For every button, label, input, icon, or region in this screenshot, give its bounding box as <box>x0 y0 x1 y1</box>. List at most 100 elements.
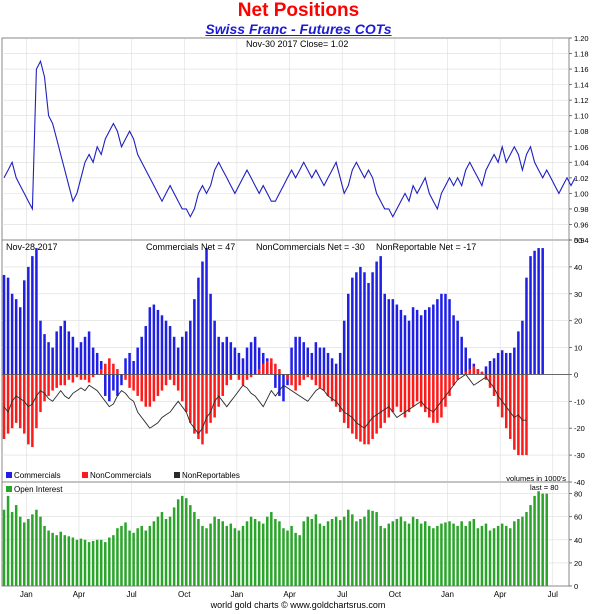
open-interest-bar <box>363 516 366 586</box>
noncommercials-bar <box>108 358 111 375</box>
commercials-bar <box>444 293 447 375</box>
commercials-bar <box>525 277 528 375</box>
commercials-bar <box>411 307 415 375</box>
commercials-bar <box>302 342 305 375</box>
commercials-bar <box>282 374 285 402</box>
noncommercials-bar <box>185 374 188 413</box>
y-tick-label: 1.02 <box>574 174 589 183</box>
open-interest-bar <box>237 530 241 586</box>
noncommercials-bar <box>91 374 95 378</box>
commercials-bar <box>359 266 362 375</box>
noncommercials-bar <box>480 371 484 375</box>
price-info: Nov-30 2017 Close= 1.02 <box>246 39 348 49</box>
y-tick-label: 0 <box>574 370 578 379</box>
noncommercials-bar <box>75 374 79 378</box>
legend-commercials-swatch <box>6 472 12 478</box>
noncommercials-bar <box>104 363 107 375</box>
commercials-bar <box>318 347 322 375</box>
noncommercials-bar <box>314 374 318 386</box>
open-interest-bar <box>306 516 310 586</box>
commercials-bar <box>415 309 419 375</box>
open-interest-bar <box>63 535 67 586</box>
commercials-bar <box>233 347 237 375</box>
commercials-bar <box>509 352 512 375</box>
open-interest-bar <box>104 542 107 586</box>
open-interest-bar <box>488 530 492 586</box>
noncommercials-bar <box>112 363 115 375</box>
commercials-bar <box>456 320 459 375</box>
noncommercials-bar <box>140 374 143 402</box>
open-interest-bar <box>55 535 58 586</box>
open-interest-bar <box>436 525 439 586</box>
noncommercials-bar <box>229 374 233 380</box>
open-interest-bar <box>217 518 220 586</box>
commercials-bar <box>6 277 10 375</box>
noncommercials-bar <box>245 374 249 380</box>
commercials-bar <box>91 347 95 375</box>
commercials-bar <box>108 374 111 402</box>
price-line <box>3 59 576 218</box>
open-interest-bar <box>480 525 484 586</box>
noncommercials-bar <box>59 374 62 386</box>
y-tick-label: 30 <box>574 290 582 299</box>
noncommercials-bar <box>306 374 310 378</box>
commercials-bar <box>217 336 220 375</box>
noncommercials-bar <box>148 374 152 407</box>
y-tick-label: 1.06 <box>574 143 589 152</box>
noncommercials-bar <box>415 374 419 402</box>
legend-open-interest-swatch <box>6 486 12 492</box>
commercials-bar <box>87 331 91 375</box>
open-interest-bar <box>221 521 224 586</box>
commercials-bar <box>27 266 30 375</box>
commercials-bar <box>399 309 403 375</box>
noncommercials-bar <box>391 374 395 413</box>
open-interest-bar <box>95 539 99 586</box>
noncommercials-bar <box>403 374 407 418</box>
commercials-bar <box>423 309 427 375</box>
noncommercials-bar <box>51 374 54 391</box>
open-interest-bar <box>290 525 293 586</box>
commercials-bar <box>128 352 131 375</box>
open-interest-bar <box>387 523 391 586</box>
noncommercials-bar <box>205 374 208 434</box>
open-interest-bar <box>432 528 435 586</box>
commercials-bar <box>395 304 399 375</box>
open-interest-bar <box>136 528 139 586</box>
noncommercials-bar <box>330 374 334 402</box>
noncommercials-bar <box>399 374 403 413</box>
y-tick-label: 1.14 <box>574 81 589 90</box>
commercials-bar <box>452 315 455 375</box>
commercials-bar <box>225 336 229 375</box>
noncommercials-bar <box>18 374 22 429</box>
commercials-bar <box>55 331 58 375</box>
open-interest-bar <box>525 512 528 586</box>
y-tick-label: 0 <box>574 582 578 591</box>
open-interest-bar <box>310 518 314 586</box>
commercials-bar <box>314 342 318 375</box>
open-interest-bar <box>456 525 459 586</box>
noncommercials-bar <box>428 374 431 418</box>
noncommercials-bar <box>270 358 273 375</box>
commercials-bar <box>363 272 366 375</box>
noncommercials-bar <box>47 374 50 396</box>
open-interest-bar <box>176 499 180 586</box>
open-interest-bar <box>460 521 463 586</box>
noncommercials-bar <box>209 374 212 423</box>
open-interest-bar <box>87 542 91 586</box>
commercials-bar <box>529 256 532 375</box>
noncommercials-bar <box>318 374 322 388</box>
open-interest-bar <box>67 536 71 586</box>
commercials-bar <box>330 358 334 375</box>
nonreportables-line <box>3 373 527 435</box>
open-interest-bar <box>334 516 338 586</box>
commercials-bar <box>338 352 342 375</box>
commercials-bar <box>197 277 200 375</box>
noncommercials-bar <box>225 374 229 386</box>
y-tick-label: -10 <box>574 397 585 406</box>
noncommercials-bar <box>310 374 314 380</box>
open-interest-bar <box>391 521 395 586</box>
noncommercials-bar <box>213 374 216 418</box>
open-interest-bar <box>509 528 512 586</box>
commercials-bar <box>237 352 241 375</box>
commercials-bar <box>326 352 330 375</box>
